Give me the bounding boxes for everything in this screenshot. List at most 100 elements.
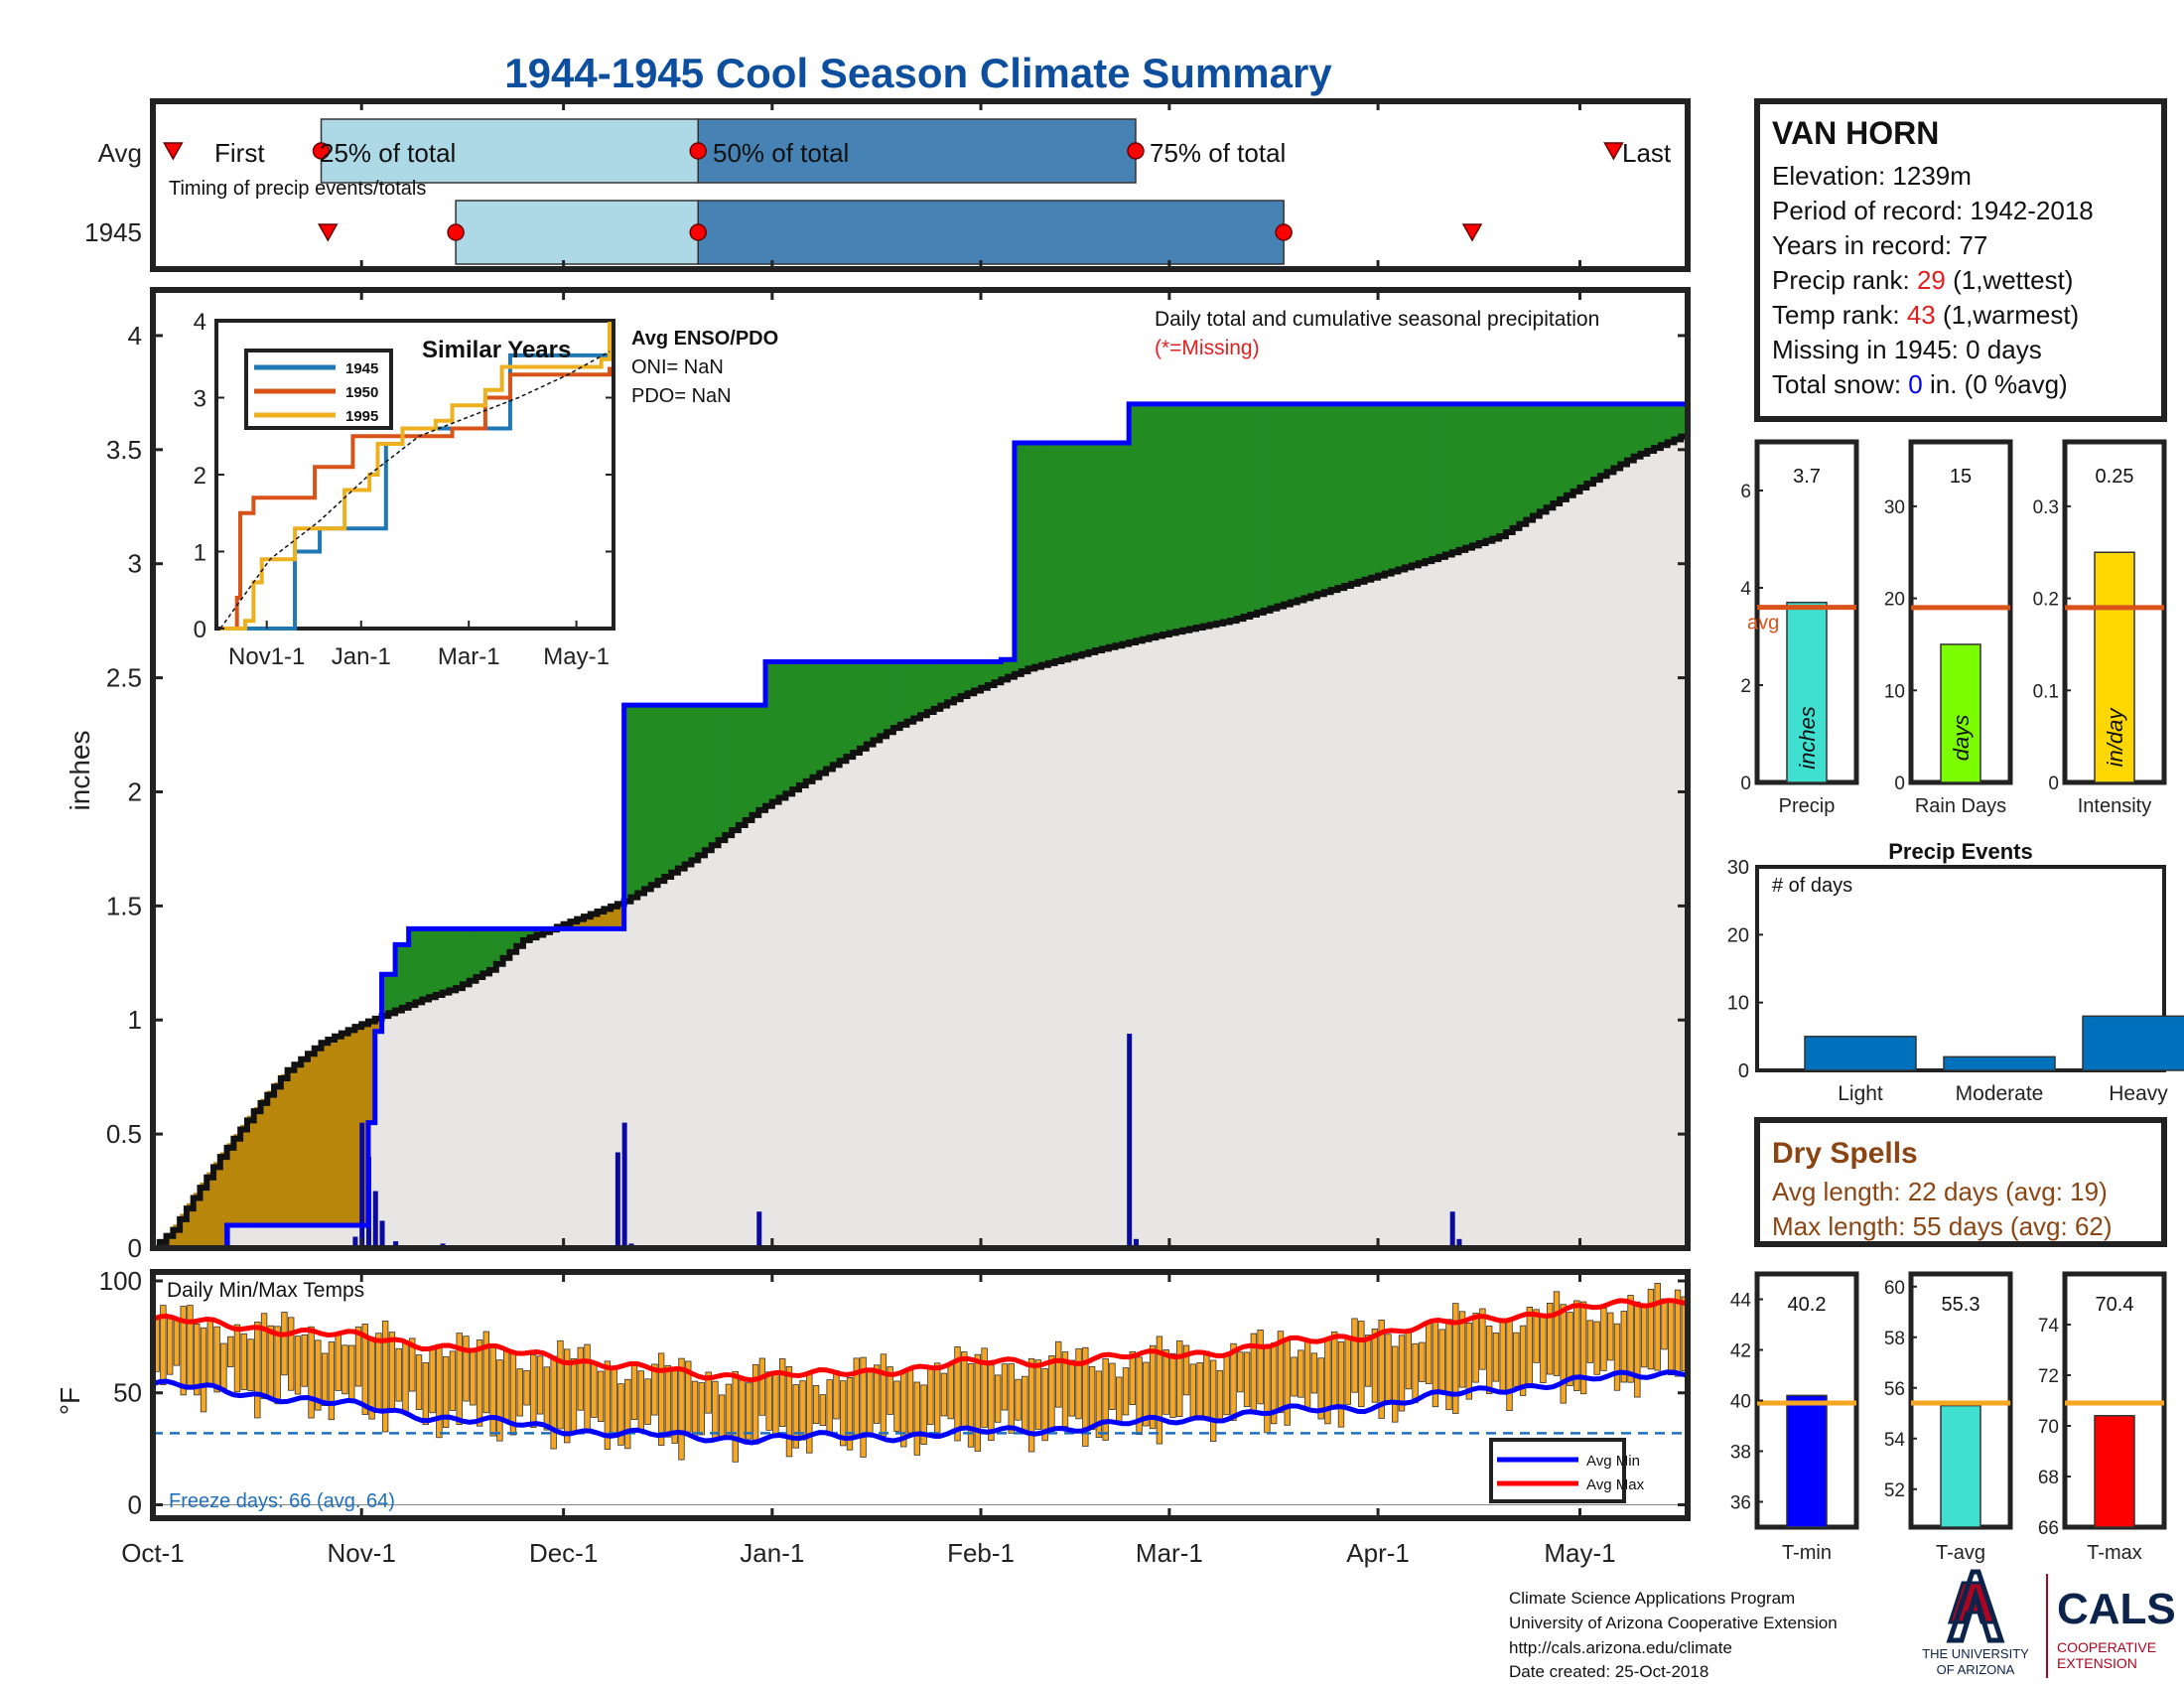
below-average-fill	[173, 1224, 181, 1248]
daily-temp-range-bar	[482, 1331, 490, 1414]
daily-temp-range-bar	[1438, 1329, 1445, 1393]
daily-temp-range-bar	[206, 1317, 214, 1386]
above-average-fill	[1284, 403, 1292, 604]
above-average-fill	[1344, 403, 1352, 585]
daily-temp-range-bar	[1351, 1318, 1358, 1393]
temp-value-label: 55.3	[1942, 1294, 1980, 1316]
daily-temp-range-bar	[1485, 1326, 1493, 1394]
above-average-fill	[1223, 403, 1231, 622]
above-average-fill	[1384, 403, 1393, 573]
temp-x-label: T-avg	[1936, 1542, 1985, 1564]
mini-x-label: Precip	[1779, 795, 1836, 817]
daily-temp-range-bar	[1640, 1305, 1648, 1368]
above-average-fill	[1277, 403, 1285, 606]
daily-temp-range-bar	[388, 1332, 396, 1410]
above-average-fill	[1129, 403, 1137, 642]
daily-temp-range-bar	[1506, 1319, 1513, 1412]
above-average-fill	[732, 705, 740, 828]
daily-temp-range-bar	[1593, 1321, 1600, 1375]
daily-temp-range-bar	[1102, 1358, 1109, 1441]
daily-temp-range-bar	[906, 1366, 914, 1434]
temp-y-label: 68	[2038, 1468, 2059, 1488]
above-average-fill	[1620, 403, 1628, 463]
temp-y-label: 36	[1730, 1493, 1751, 1514]
daily-temp-range-bar	[584, 1343, 591, 1430]
above-average-fill	[1640, 403, 1648, 453]
daily-temp-range-bar	[254, 1322, 261, 1419]
below-average-fill	[361, 1022, 369, 1226]
daily-temp-range-bar	[678, 1357, 685, 1461]
mini-x-label: Intensity	[2078, 795, 2151, 817]
above-average-fill	[892, 661, 901, 727]
above-average-fill	[920, 661, 928, 714]
daily-temp-range-bar	[308, 1326, 315, 1419]
above-average-fill	[798, 661, 807, 783]
above-average-fill	[1014, 442, 1023, 673]
daily-temp-range-bar	[974, 1353, 982, 1452]
above-average-fill	[422, 928, 430, 999]
daily-temp-range-bar	[947, 1364, 954, 1420]
above-average-fill	[819, 661, 827, 772]
above-average-fill	[1526, 403, 1534, 518]
y-tick-label: 0	[128, 1489, 142, 1519]
above-average-fill	[873, 661, 881, 739]
daily-temp-range-bar	[1303, 1340, 1311, 1410]
daily-temp-range-bar	[173, 1320, 181, 1366]
month-label: Apr-1	[1346, 1538, 1410, 1568]
above-average-fill	[1667, 403, 1676, 441]
daily-temp-range-bar	[1445, 1319, 1452, 1411]
above-average-fill	[1061, 442, 1069, 659]
daily-temp-range-bar	[409, 1337, 416, 1392]
daily-temp-range-bar	[381, 1321, 389, 1433]
station-temp-rank: Temp rank: 43 (1,warmest)	[1772, 300, 2079, 330]
above-average-fill	[1088, 442, 1096, 651]
daily-temp-range-bar	[1182, 1344, 1190, 1396]
station-elevation: Elevation: 1239m	[1772, 161, 1972, 191]
daily-temp-range-bar	[1567, 1312, 1573, 1386]
above-average-fill	[1364, 403, 1372, 579]
temp-y-label: 54	[1884, 1430, 1906, 1451]
daily-temp-range-bar	[288, 1317, 295, 1391]
daily-temp-range-bar	[1310, 1352, 1318, 1394]
above-average-fill	[671, 705, 679, 871]
event-category-label: Moderate	[1956, 1082, 2044, 1105]
daily-temp-range-bar	[341, 1344, 348, 1395]
cumulative-1945-line	[153, 401, 1688, 1248]
inset-avg-line	[219, 351, 611, 630]
above-average-fill	[906, 661, 914, 721]
daily-temp-range-bar	[630, 1364, 638, 1421]
daily-temp-range-bar	[294, 1336, 302, 1395]
cals-logo: CALS COOPERATIVE EXTENSION	[2057, 1585, 2176, 1671]
daily-temp-range-bar	[328, 1341, 336, 1421]
inset-x-label: Jan-1	[332, 643, 391, 670]
above-average-fill	[1444, 403, 1453, 554]
above-average-fill	[1378, 403, 1386, 575]
inset-y-label: 3	[194, 386, 206, 413]
above-average-fill	[495, 928, 504, 961]
below-average-fill	[233, 1134, 241, 1226]
below-average-fill	[321, 1041, 329, 1226]
daily-temp-range-bar	[476, 1339, 483, 1427]
above-average-fill	[812, 661, 820, 775]
precip-note: Daily total and cumulative seasonal prec…	[1155, 308, 1599, 331]
dry-spells-title: Dry Spells	[1772, 1137, 1918, 1170]
daily-temp-range-bar	[967, 1362, 975, 1448]
above-average-fill	[933, 661, 941, 708]
daily-temp-range-bar	[1008, 1363, 1015, 1434]
temp-y-label: 70	[2038, 1417, 2059, 1438]
daily-temp-range-bar	[1143, 1361, 1150, 1427]
daily-temp-range-bar	[611, 1365, 617, 1435]
daily-temp-range-bar	[1412, 1342, 1419, 1404]
dry-spells-max: Max length: 55 days (avg: 62)	[1772, 1211, 2113, 1241]
month-label: Feb-1	[947, 1538, 1015, 1568]
above-average-fill	[1330, 403, 1339, 590]
daily-precip-bar	[756, 1211, 762, 1248]
station-missing: Missing in 1945: 0 days	[1772, 335, 2042, 364]
above-average-fill	[785, 661, 793, 792]
inset-series-1950	[220, 366, 612, 631]
daily-temp-range-bar	[1398, 1335, 1406, 1412]
above-average-fill	[1074, 442, 1083, 655]
above-average-fill	[469, 928, 478, 979]
avg-min-line	[153, 1369, 1688, 1446]
daily-temp-range-bar	[1237, 1351, 1244, 1393]
